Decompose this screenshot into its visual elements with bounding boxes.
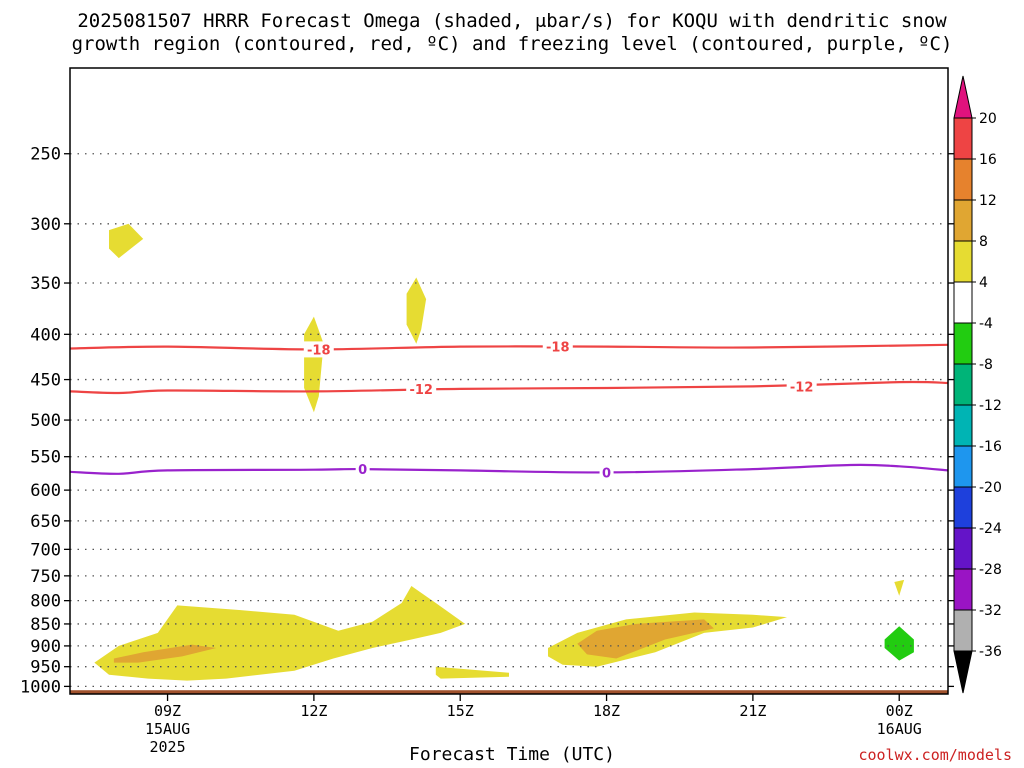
colorbar-label: 16: [979, 152, 997, 168]
y-tick-label: 300: [30, 215, 61, 235]
y-tick-label: 500: [30, 411, 61, 431]
colorbar-swatch: [953, 158, 973, 201]
x-tick-label: 00Z: [886, 702, 913, 720]
colorbar-label: -24: [979, 521, 1002, 537]
colorbar-label: 20: [979, 111, 997, 127]
contour-label: -18: [546, 341, 570, 356]
colorbar-swatch: [953, 240, 973, 283]
y-tick-label: 550: [30, 448, 61, 468]
y-tick-label: 850: [30, 615, 61, 635]
chart-title-line-1: 2025081507 HRRR Forecast Omega (shaded, …: [77, 10, 947, 32]
colorbar-swatch: [953, 281, 973, 324]
y-tick-label: 650: [30, 512, 61, 532]
colorbar-label: -8: [979, 357, 993, 373]
colorbar-swatch: [953, 486, 973, 529]
pressure-axis: 2503003504004505005506006507007508008509…: [20, 145, 954, 697]
colorbar-label: -36: [979, 644, 1002, 660]
colorbar-label: 12: [979, 193, 997, 209]
colorbar-swatch: [953, 199, 973, 242]
contour-label: 0: [602, 466, 611, 481]
plot-inner: -18 -18 -12 -12 0 0: [70, 153, 948, 694]
contour-label-bg: [303, 341, 334, 358]
y-tick-label: 750: [30, 567, 61, 587]
omega-shaded-region: [406, 277, 427, 344]
colorbar-label: -28: [979, 562, 1002, 578]
dendritic-contour: [70, 380, 948, 395]
x-tick-date-label: 15AUG: [145, 720, 190, 738]
omega-shaded-region: [435, 666, 509, 679]
colorbar-label: -20: [979, 480, 1002, 496]
y-tick-label: 450: [30, 371, 61, 391]
y-tick-label: 900: [30, 637, 61, 657]
contour-label-bg: [406, 380, 437, 397]
x-tick-label: 12Z: [300, 702, 327, 720]
x-tick-label: 21Z: [739, 702, 766, 720]
y-tick-label: 700: [30, 540, 61, 560]
colorbar-label: -16: [979, 439, 1002, 455]
colorbar-swatch: [953, 527, 973, 570]
contour-label-bg: [786, 378, 817, 395]
plot-border: [69, 67, 949, 695]
y-tick-label: 1000: [20, 677, 61, 697]
contour-label: -18: [307, 343, 331, 358]
omega-shaded-region: [304, 316, 324, 413]
omega-shaded-region: [577, 619, 714, 659]
y-tick-label: 600: [30, 481, 61, 501]
colorbar-label: -12: [979, 398, 1002, 414]
x-tick-label: 18Z: [593, 702, 620, 720]
x-tick-label: 15Z: [447, 702, 474, 720]
colorbar-bottom-arrow: [953, 650, 973, 694]
colorbar-label: 8: [979, 234, 988, 250]
contour-label: -12: [790, 380, 814, 395]
colorbar-label: -32: [979, 603, 1002, 619]
chart-title-line-2: growth region (contoured, red, ºC) and f…: [71, 33, 953, 55]
colorbar-swatch: [953, 117, 973, 160]
colorbar-swatch: [953, 322, 973, 365]
omega-shaded-region: [113, 644, 217, 663]
omega-shaded-region: [884, 626, 914, 661]
y-tick-label: 250: [30, 145, 61, 165]
y-tick-label: 350: [30, 274, 61, 294]
contour-label-bg: [599, 464, 614, 481]
colorbar-swatch: [953, 404, 973, 447]
freezing-level-contour: [70, 463, 948, 475]
contour-label-bg: [542, 338, 573, 355]
omega-shaded-region: [94, 586, 466, 681]
y-tick-label: 400: [30, 325, 61, 345]
x-tick-label: 09Z: [154, 702, 181, 720]
x-tick-year-label: 2025: [149, 738, 185, 756]
colorbar-top-arrow: [953, 75, 973, 119]
omega-colorbar: 20 16 12 8 4 -4 -8 -12 -16 -20 -24 -28 -32 -36: [953, 75, 1002, 694]
dendritic-contour: [70, 343, 948, 351]
x-axis-label: Forecast Time (UTC): [409, 744, 615, 765]
colorbar-label: -4: [979, 316, 993, 332]
y-tick-label: 800: [30, 592, 61, 612]
contour-label: -12: [409, 383, 433, 398]
surface-terrain: [70, 690, 948, 694]
colorbar-swatch: [953, 445, 973, 488]
colorbar-swatch: [953, 609, 973, 652]
colorbar-swatch: [953, 363, 973, 406]
contour-label-bg: [355, 461, 370, 478]
x-tick-date-label: 16AUG: [877, 720, 922, 738]
plot-area: -18 -18 -12 -12 0 0: [69, 67, 949, 695]
credit-text: coolwx.com/models: [858, 746, 1012, 764]
y-tick-label: 950: [30, 658, 61, 678]
colorbar-swatch: [953, 568, 973, 611]
colorbar-label: 4: [979, 275, 988, 291]
contour-label: 0: [358, 463, 367, 478]
omega-shaded-region: [109, 223, 144, 259]
omega-shaded-region: [894, 579, 905, 596]
